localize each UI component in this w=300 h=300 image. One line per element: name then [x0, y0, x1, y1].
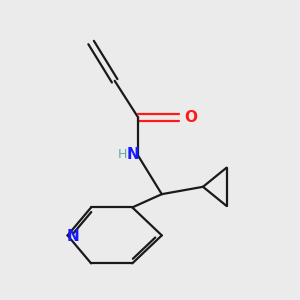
Text: O: O	[184, 110, 197, 125]
Text: H: H	[117, 148, 127, 161]
Text: N: N	[127, 147, 139, 162]
Text: N: N	[67, 230, 79, 244]
